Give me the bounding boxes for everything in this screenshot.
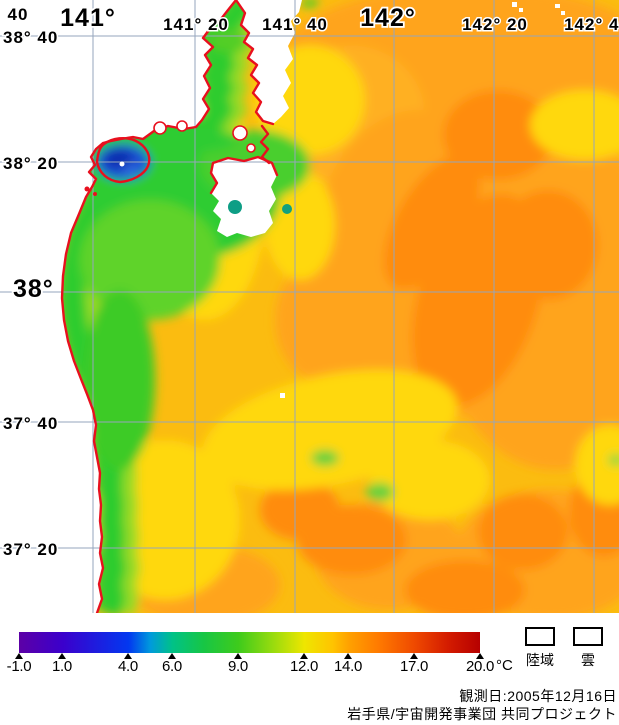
cloud-specks [119, 2, 565, 398]
lat-label: 37° 20 [3, 540, 58, 559]
tick-arrow [410, 653, 418, 659]
cold-spot [282, 204, 292, 214]
coastline [60, 0, 279, 613]
cloud-patch [211, 157, 277, 237]
lon-label: 142° 20 [462, 15, 528, 34]
lon-label: 141° 40 [262, 15, 328, 34]
lat-label: 37° 40 [3, 414, 58, 433]
colorbar-tick: 17.0 [400, 658, 428, 675]
land-legend-label: 陸域 [526, 652, 554, 668]
cloud-legend-swatch [573, 627, 603, 646]
latitude-labels: 38° 40 38° 20 38° 37° 40 37° 20 [2, 27, 59, 561]
temperature-colorbar [19, 632, 480, 653]
colorbar-tick: 20.0 [466, 658, 494, 675]
longitude-labels: 40 141° 141° 20 141° 40 142° 142° 20 142… [6, 2, 619, 35]
credit-line: 岩手県/宇宙開発事業団 共同プロジェクト [347, 706, 617, 722]
sst-map: 40 141° 141° 20 141° 40 142° 142° 20 142… [0, 0, 619, 613]
lon-label: 141° [60, 4, 116, 32]
lon-label: 142° [360, 4, 416, 32]
coast-marks [84, 186, 97, 196]
colorbar-tick: -1.0 [6, 658, 32, 675]
cloud-legend-label: 雲 [581, 652, 595, 668]
unit-label: °C [496, 657, 513, 674]
land-legend-swatch [525, 627, 555, 646]
tick-arrow [300, 653, 308, 659]
tick-arrow [476, 653, 484, 659]
tick-arrow [124, 653, 132, 659]
colorbar-tick: 6.0 [162, 658, 182, 675]
lon-label: 142° 40 [564, 15, 619, 34]
tick-arrow [344, 653, 352, 659]
islets [153, 120, 256, 153]
colorbar-tick: 4.0 [118, 658, 138, 675]
colorbar-tick: 9.0 [228, 658, 248, 675]
tick-arrow [58, 653, 66, 659]
cold-spot [228, 200, 242, 214]
colorbar-tick: 1.0 [52, 658, 72, 675]
lat-label: 38° [13, 275, 54, 303]
lon-label: 40 [8, 5, 29, 24]
colorbar-tick: 14.0 [334, 658, 362, 675]
tick-arrow [234, 653, 242, 659]
lat-label: 38° 20 [3, 154, 58, 173]
observation-date: 観測日:2005年12月16日 [459, 688, 617, 704]
land-mainland [0, 0, 236, 613]
colorbar-tick: 12.0 [290, 658, 318, 675]
tick-arrow [168, 653, 176, 659]
lat-label: 38° 40 [3, 28, 58, 47]
tick-arrow [15, 653, 23, 659]
cloud-peninsula [236, 0, 302, 124]
graticule [0, 0, 619, 613]
lon-label: 141° 20 [163, 15, 229, 34]
